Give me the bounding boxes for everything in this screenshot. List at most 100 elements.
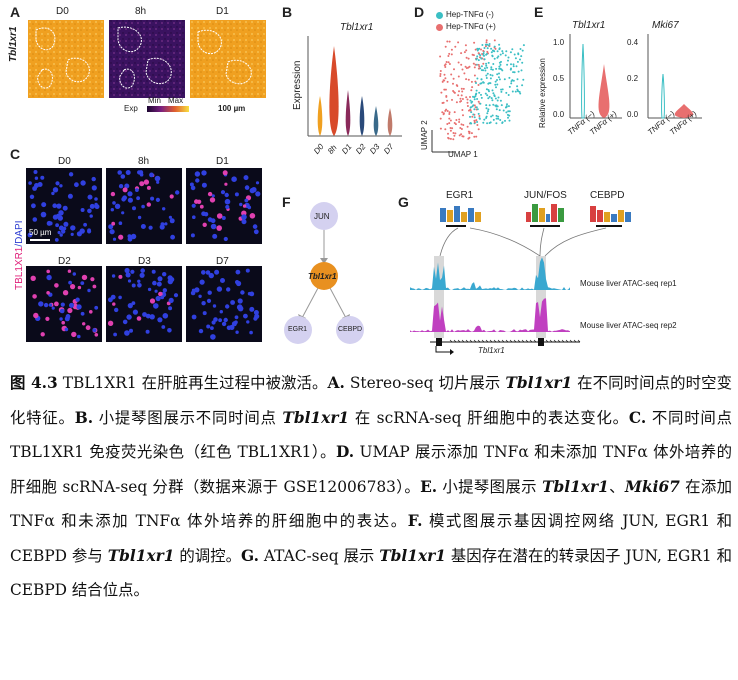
umap-point <box>507 56 510 59</box>
nucleus <box>87 208 92 214</box>
nucleus <box>59 308 65 314</box>
nucleus <box>72 272 76 276</box>
umap-point <box>489 77 492 80</box>
umap-point <box>518 90 521 93</box>
nucleus <box>135 188 139 192</box>
nucleus <box>216 286 223 292</box>
nucleus <box>118 234 124 240</box>
legend-dot-tnfa-neg <box>436 12 443 19</box>
nucleus <box>226 287 231 292</box>
umap-point <box>511 90 514 93</box>
nucleus <box>255 191 261 197</box>
nucleus <box>118 221 123 225</box>
umap-point <box>486 94 489 97</box>
nucleus <box>168 215 172 219</box>
panel-e-gene1: Tbl1xr1 <box>572 20 606 31</box>
nucleus <box>145 313 151 319</box>
caption-b-label: B. <box>74 408 94 427</box>
umap-point <box>512 71 515 74</box>
nucleus <box>213 317 218 322</box>
umap-point <box>478 115 481 117</box>
umap-point <box>473 96 476 99</box>
umap-point <box>494 80 497 83</box>
umap-point <box>439 127 442 130</box>
caption-e-sep: 、 <box>608 477 625 496</box>
nucleus <box>112 201 116 205</box>
nucleus <box>54 301 59 307</box>
panel-b-title: Tbl1xr1 <box>340 22 374 33</box>
nucleus <box>236 280 242 287</box>
umap-point <box>457 61 460 64</box>
nucleus <box>190 233 195 238</box>
umap-point <box>477 128 480 131</box>
umap-point <box>445 95 448 98</box>
umap-point <box>487 89 490 91</box>
umap-point <box>473 74 476 77</box>
nucleus <box>80 208 85 212</box>
umap-point <box>460 63 463 66</box>
nucleus <box>48 303 53 307</box>
nucleus <box>56 203 62 209</box>
nucleus <box>154 289 158 293</box>
nucleus <box>146 185 151 190</box>
gene-tick <box>573 339 577 343</box>
panel-e-label: E <box>534 4 544 20</box>
gene-tick <box>505 339 509 343</box>
umap-point <box>489 73 492 76</box>
nucleus <box>247 291 252 296</box>
umap-point <box>502 109 505 112</box>
umap-point <box>515 65 518 68</box>
umap-point <box>448 117 451 120</box>
umap-point <box>480 78 483 81</box>
node-cebpd-label: CEBPD <box>338 326 363 333</box>
nucleus <box>137 283 142 288</box>
nucleus <box>244 198 249 203</box>
nucleus <box>220 190 226 195</box>
umap-point <box>458 118 461 121</box>
nucleus <box>40 175 45 180</box>
nucleus <box>145 329 150 334</box>
nucleus <box>137 279 141 283</box>
umap-point <box>474 93 477 96</box>
nucleus <box>168 297 174 303</box>
nucleus <box>132 309 138 315</box>
nucleus <box>199 279 205 285</box>
caption-a-post: 在不同时间点的时空变化特征。 <box>10 374 732 427</box>
umap-point <box>492 92 495 95</box>
caption-fig-num: 图 4.3 <box>10 374 58 392</box>
umap-point <box>475 58 478 61</box>
nucleus <box>199 204 204 209</box>
umap-point <box>493 45 496 48</box>
nucleus <box>212 233 218 239</box>
umap-point <box>495 117 498 120</box>
umap-point <box>459 100 462 103</box>
nucleus <box>225 304 230 309</box>
umap-point <box>453 111 456 114</box>
nucleus <box>41 202 47 208</box>
umap-point <box>448 40 451 43</box>
legend-dot-tnfa-pos <box>436 24 443 31</box>
umap-point <box>487 97 490 100</box>
nucleus <box>127 303 133 309</box>
umap-point <box>448 111 451 114</box>
nucleus <box>92 284 97 289</box>
umap-point <box>483 47 486 49</box>
nucleus <box>173 293 179 298</box>
violin-d1 <box>345 90 351 136</box>
gene-tick <box>533 339 537 343</box>
nucleus <box>253 229 259 235</box>
nucleus <box>201 270 206 275</box>
umap-point <box>464 44 467 47</box>
panel-e-tick-r2: 0.2 <box>627 74 639 83</box>
nucleus <box>162 313 169 319</box>
umap-point <box>485 88 488 91</box>
nucleus <box>205 270 211 275</box>
umap-point <box>507 105 510 108</box>
umap-point <box>513 53 516 56</box>
nucleus <box>132 206 136 211</box>
umap-point <box>498 65 501 68</box>
umap-point <box>520 69 523 72</box>
umap-point <box>495 108 498 111</box>
umap-point <box>449 137 452 140</box>
umap-point <box>444 66 447 68</box>
